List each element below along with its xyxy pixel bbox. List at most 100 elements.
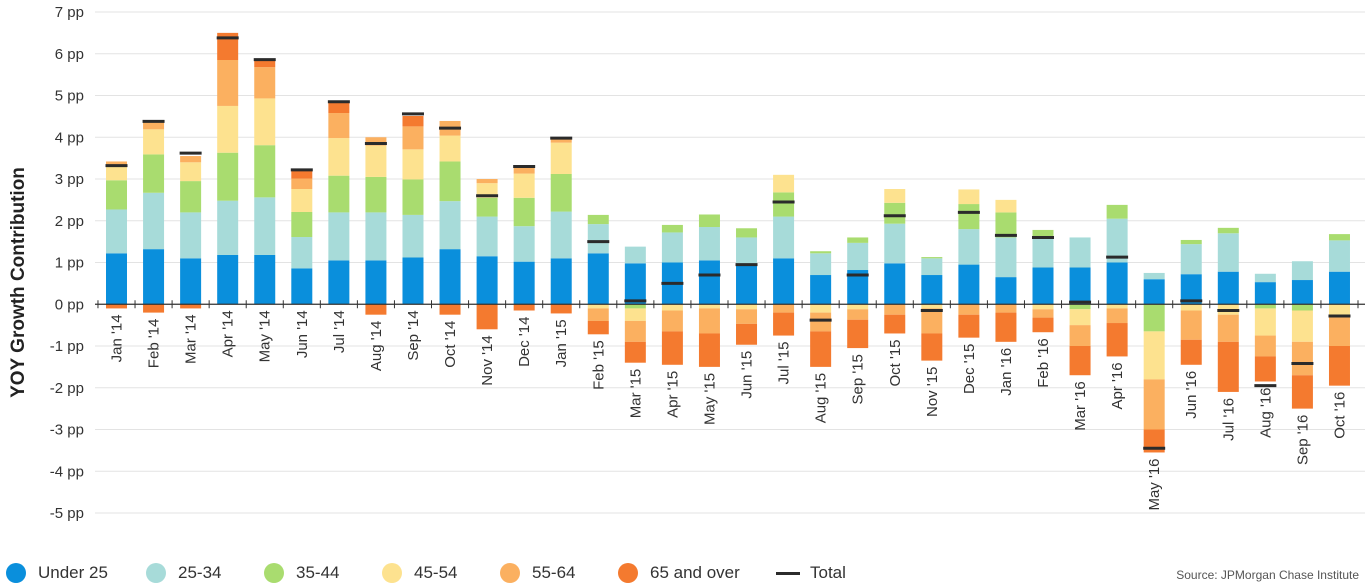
- y-tick-labels: 7 pp 6 pp 5 pp 4 pp 3 pp 2 pp 1 pp 0 pp -1 pp -2 …: [50, 4, 84, 522]
- y-tick-label: 7 pp: [55, 4, 84, 21]
- category-label: May '14: [257, 310, 274, 362]
- bar-segment-65-and-over: [661, 331, 683, 365]
- bar-segment-45-54: [1328, 304, 1350, 317]
- bar-segment-45-54: [439, 135, 461, 162]
- bar-segment-25-34: [1069, 237, 1091, 268]
- bar-segment-55-64: [884, 304, 906, 315]
- bar-segment-55-64: [328, 113, 350, 139]
- bar-segment-45-54: [1291, 310, 1313, 342]
- bar-segment-under-25: [143, 249, 165, 305]
- bar-segment-35-44: [624, 304, 646, 309]
- y-tick-label: -5 pp: [50, 505, 84, 522]
- bar-segment-65-and-over: [402, 115, 424, 127]
- y-tick-label: 6 pp: [55, 46, 84, 63]
- bar-segment-35-44: [995, 212, 1017, 238]
- bar-segment-25-34: [921, 258, 943, 276]
- bar-segment-25-34: [254, 197, 276, 255]
- bar-segment-65-and-over: [624, 341, 646, 363]
- category-label: Feb '14: [146, 319, 163, 369]
- bar-segment-65-and-over: [1106, 323, 1128, 357]
- bar-segment-35-44: [587, 214, 609, 225]
- bar-segment-under-25: [624, 263, 646, 305]
- category-label: Sep '14: [405, 310, 422, 360]
- bar-segment-55-64: [180, 156, 202, 163]
- bar-segment-65-and-over: [106, 304, 127, 309]
- category-label: Mar '16: [1072, 381, 1089, 431]
- legend-label: Total: [810, 563, 846, 582]
- category-label: Mar '14: [183, 314, 200, 364]
- y-tick-label: -2 pp: [50, 380, 84, 397]
- category-label: Nov '15: [924, 367, 941, 417]
- category-label: Jan '14: [109, 314, 126, 362]
- bar-segment-65-and-over: [736, 323, 758, 345]
- bar-segment-65-and-over: [1032, 317, 1054, 333]
- gridlines: [95, 11, 1365, 514]
- bar-segment-65-and-over: [365, 304, 387, 315]
- bar-segment-65-and-over: [995, 312, 1017, 342]
- bar-segment-55-64: [291, 178, 313, 190]
- bar-segment-55-64: [365, 137, 387, 146]
- bar-segment-25-34: [1180, 244, 1202, 275]
- y-tick-label: 0 pp: [55, 296, 84, 313]
- bar-segment-25-34: [884, 223, 906, 264]
- y-tick-label: 4 pp: [55, 129, 84, 146]
- bar-segment-25-34: [773, 216, 795, 259]
- category-label: Mar '15: [627, 369, 644, 419]
- category-label: Aug '14: [368, 321, 385, 371]
- bar-segment-55-64: [1143, 379, 1165, 430]
- category-label: Feb '15: [590, 340, 607, 390]
- bar-segment-25-34: [402, 214, 424, 258]
- legend-label: 25-34: [178, 563, 222, 582]
- bar-segment-under-25: [513, 261, 535, 305]
- category-label: Jul '16: [1220, 398, 1237, 441]
- legend-line-icon: [776, 571, 800, 575]
- bar-segment-55-64: [698, 308, 720, 334]
- bar-segment-25-34: [624, 246, 646, 264]
- bar-segment-65-and-over: [698, 333, 720, 367]
- bar-segment-35-44: [884, 202, 906, 224]
- bar-segment-35-44: [736, 228, 758, 238]
- bar-segment-under-25: [328, 260, 350, 305]
- category-label: Sep '16: [1294, 415, 1311, 465]
- bar-segment-45-54: [1254, 308, 1276, 336]
- bar-segment-35-44: [513, 197, 535, 227]
- bar-segment-25-34: [365, 212, 387, 261]
- bar-segment-65-and-over: [291, 170, 313, 179]
- bar-segment-65-and-over: [439, 304, 461, 315]
- bar-segment-under-25: [106, 253, 127, 305]
- category-label: May '16: [1146, 458, 1163, 510]
- bar-segment-65-and-over: [513, 304, 535, 311]
- bar-segment-65-and-over: [143, 304, 165, 313]
- bar-segment-45-54: [1032, 304, 1054, 310]
- category-label: Jul '15: [776, 342, 793, 385]
- y-tick-label: -3 pp: [50, 422, 84, 439]
- y-axis-label: YOY Growth Contribution: [8, 167, 29, 398]
- bar-segment-55-64: [587, 308, 609, 321]
- bar-segment-25-34: [217, 200, 239, 255]
- bar-segment-55-64: [217, 60, 239, 106]
- bar-segment-65-and-over: [958, 314, 980, 338]
- source-note: Source: JPMorgan Chase Institute: [1176, 568, 1359, 582]
- bar-segment-65-and-over: [1328, 346, 1350, 386]
- bar-segment-55-64: [513, 165, 535, 174]
- bar-segment-65-and-over: [773, 312, 795, 336]
- bar-segment-45-54: [995, 199, 1017, 213]
- bar-segment-35-44: [1254, 304, 1276, 309]
- bar-segment-55-64: [624, 320, 646, 342]
- legend-item-25-34: 25-34: [146, 563, 264, 583]
- bar-segment-25-34: [661, 232, 683, 263]
- bar-segment-25-34: [1106, 218, 1128, 263]
- y-tick-label: 2 pp: [55, 213, 84, 230]
- legend-item-under-25: Under 25: [6, 563, 146, 583]
- bar-segment-35-44: [1069, 304, 1091, 310]
- bar-segment-65-and-over: [587, 320, 609, 335]
- bar-segment-25-34: [698, 227, 720, 261]
- bar-segment-25-34: [1328, 240, 1350, 272]
- y-tick-label: 3 pp: [55, 171, 84, 188]
- bar-segment-65-and-over: [1291, 375, 1313, 409]
- bar-segment-55-64: [958, 304, 980, 315]
- bar-segment-65-and-over: [884, 314, 906, 334]
- bar-segment-55-64: [476, 179, 498, 184]
- bar-segment-25-34: [106, 209, 127, 254]
- bar-segment-65-and-over: [1254, 356, 1276, 382]
